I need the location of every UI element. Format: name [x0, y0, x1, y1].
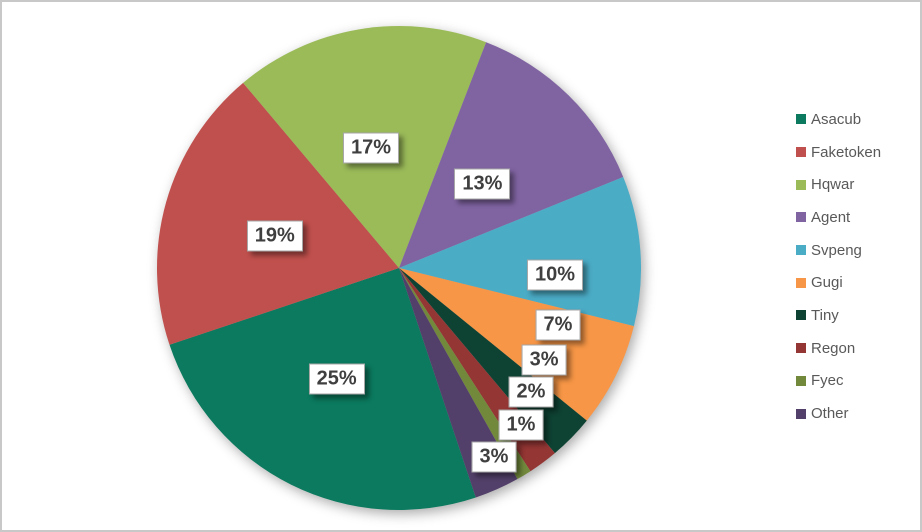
legend-item-gugi[interactable]: Gugi [796, 266, 881, 299]
legend-label: Asacub [811, 110, 862, 128]
legend-label: Gugi [811, 274, 843, 292]
legend-swatch-icon [796, 310, 806, 321]
legend-swatch-icon [796, 245, 806, 256]
legend-item-tiny[interactable]: Tiny [796, 299, 881, 332]
data-label-faketoken: 19% [246, 220, 303, 252]
data-label-regon: 2% [508, 376, 554, 408]
legend-item-svpeng[interactable]: Svpeng [796, 234, 881, 267]
legend-swatch-icon [796, 343, 806, 354]
pie-slice-faketoken[interactable] [157, 82, 399, 345]
data-label-tiny: 3% [521, 344, 567, 376]
data-label-gugi: 7% [535, 309, 581, 341]
data-label-hqwar: 17% [342, 132, 400, 164]
pie-slice-fyec[interactable] [399, 268, 531, 480]
legend-label: Fyec [811, 372, 844, 390]
legend-item-asacub[interactable]: Asacub [796, 103, 881, 136]
legend-swatch-icon [796, 408, 806, 419]
pie-slice-agent[interactable] [399, 42, 624, 269]
legend-swatch-icon [796, 212, 806, 223]
data-label-fyec: 1% [498, 409, 544, 441]
legend-item-agent[interactable]: Agent [796, 201, 881, 234]
legend-label: Other [811, 405, 849, 423]
legend-swatch-icon [796, 147, 806, 158]
legend-item-hqwar[interactable]: Hqwar [796, 168, 881, 201]
legend-swatch-icon [796, 277, 806, 288]
legend-label: Agent [811, 208, 851, 226]
data-label-other: 3% [471, 441, 517, 473]
data-label-asacub: 25% [308, 363, 365, 395]
legend-swatch-icon [796, 375, 806, 386]
legend-item-faketoken[interactable]: Faketoken [796, 136, 881, 169]
legend-label: Svpeng [811, 241, 862, 259]
chart-legend: Asacub Faketoken Hqwar Agent Svpeng Gugi Tiny R… [796, 103, 881, 430]
legend-label: Tiny [811, 306, 839, 324]
legend-label: Regon [811, 339, 856, 357]
data-label-svpeng: 10% [526, 259, 584, 290]
legend-label: Hqwar [811, 176, 855, 194]
legend-label: Faketoken [811, 143, 882, 161]
data-label-agent: 13% [454, 168, 511, 200]
pie-slice-other[interactable] [399, 268, 518, 498]
legend-item-other[interactable]: Other [796, 397, 881, 430]
legend-item-fyec[interactable]: Fyec [796, 365, 881, 398]
legend-swatch-icon [796, 114, 806, 125]
legend-item-regon[interactable]: Regon [796, 332, 881, 365]
pie-slice-gugi[interactable] [399, 268, 634, 421]
legend-swatch-icon [796, 179, 806, 190]
